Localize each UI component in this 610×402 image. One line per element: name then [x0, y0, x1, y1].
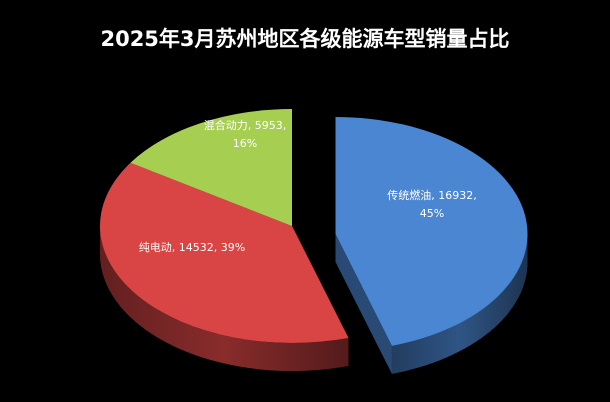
- data-labels: 传统燃油, 16932, 45% 纯电动, 14532, 39% 混合动力, 5953…: [139, 118, 477, 254]
- slice: [335, 117, 528, 346]
- slice-cut-face: [335, 234, 392, 374]
- slice: [99, 162, 349, 344]
- data-label: 混合动力, 5953,: [204, 118, 286, 132]
- data-label: 16%: [233, 137, 257, 150]
- slice: [130, 109, 292, 226]
- data-label: 45%: [420, 207, 444, 220]
- data-label: 纯电动, 14532, 39%: [139, 241, 245, 254]
- slice-side-shade: [391, 234, 528, 374]
- slice-side-shade: [100, 226, 349, 371]
- data-label: 传统燃油, 16932,: [387, 188, 476, 202]
- chart-title: 2025年3月苏州地区各级能源车型销量占比: [100, 27, 509, 51]
- pie-tops: [99, 109, 528, 346]
